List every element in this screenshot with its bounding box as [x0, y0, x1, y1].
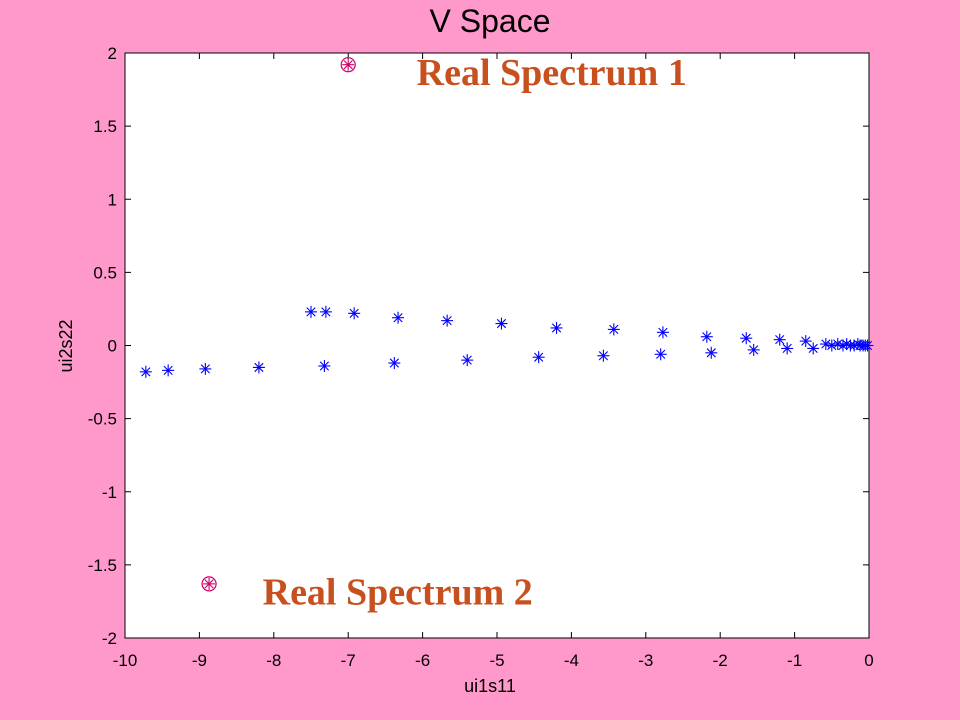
data-point — [861, 339, 874, 352]
data-point — [388, 357, 401, 370]
x-tick-label: -6 — [415, 651, 430, 670]
data-point — [495, 317, 508, 330]
axis-ticks — [124, 52, 870, 639]
y-tick-label: 0.5 — [93, 263, 117, 282]
y-tick-label: -1 — [102, 483, 117, 502]
data-point — [461, 354, 474, 367]
data-point — [252, 361, 265, 374]
data-point — [700, 330, 713, 343]
data-point — [199, 362, 212, 375]
x-tick-label: -8 — [266, 651, 281, 670]
data-point — [819, 338, 832, 351]
y-tick-label: 0 — [108, 337, 117, 356]
data-point — [799, 335, 812, 348]
x-tick-label: -4 — [564, 651, 579, 670]
x-axis-label: ui1s11 — [464, 676, 516, 696]
data-point — [781, 342, 794, 355]
highlight-point — [201, 576, 217, 592]
tick-labels: -10 -9 -8 -7 -6 -5 -4 -3 -2 -1 0-2-1.5-1-0.500.511… — [88, 44, 874, 670]
x-tick-label: -7 — [341, 651, 356, 670]
data-point — [656, 326, 669, 339]
x-tick-label: -9 — [192, 651, 207, 670]
y-axis-label: ui2s22 — [56, 319, 76, 372]
data-point — [705, 346, 718, 359]
data-point — [654, 348, 667, 361]
data-point — [162, 364, 175, 377]
y-tick-label: 2 — [108, 44, 117, 63]
chart-title: V Space — [430, 3, 551, 39]
data-point — [532, 351, 545, 364]
highlight-point — [340, 57, 356, 73]
annotations: Real Spectrum 1 Real Spectrum 2 — [263, 52, 687, 613]
y-tick-label: -2 — [102, 629, 117, 648]
data-points — [139, 57, 874, 592]
y-tick-label: 1 — [108, 190, 117, 209]
data-point — [607, 323, 620, 336]
data-point — [305, 305, 317, 318]
data-point — [139, 365, 152, 378]
y-tick-label: -0.5 — [88, 410, 117, 429]
data-point — [318, 359, 331, 372]
data-point — [740, 332, 753, 345]
x-tick-label: 0 — [864, 651, 873, 670]
data-point — [747, 343, 760, 356]
x-tick-label: -2 — [713, 651, 728, 670]
data-point — [773, 333, 786, 346]
data-point — [348, 307, 361, 320]
data-point — [550, 321, 563, 334]
annotation-label: Real Spectrum 2 — [263, 571, 533, 613]
data-point — [392, 311, 405, 324]
x-tick-label: -3 — [638, 651, 653, 670]
y-tick-label: -1.5 — [88, 556, 117, 575]
plot-area — [124, 52, 870, 639]
y-tick-label: 1.5 — [93, 117, 117, 136]
x-tick-label: -5 — [489, 651, 504, 670]
x-tick-label: -1 — [787, 651, 802, 670]
x-tick-label: -10 — [113, 651, 138, 670]
data-point — [825, 339, 838, 352]
data-point — [441, 314, 454, 327]
data-point — [807, 342, 820, 355]
data-point — [597, 349, 610, 362]
annotation-label: Real Spectrum 1 — [417, 52, 687, 94]
data-point — [319, 305, 332, 318]
